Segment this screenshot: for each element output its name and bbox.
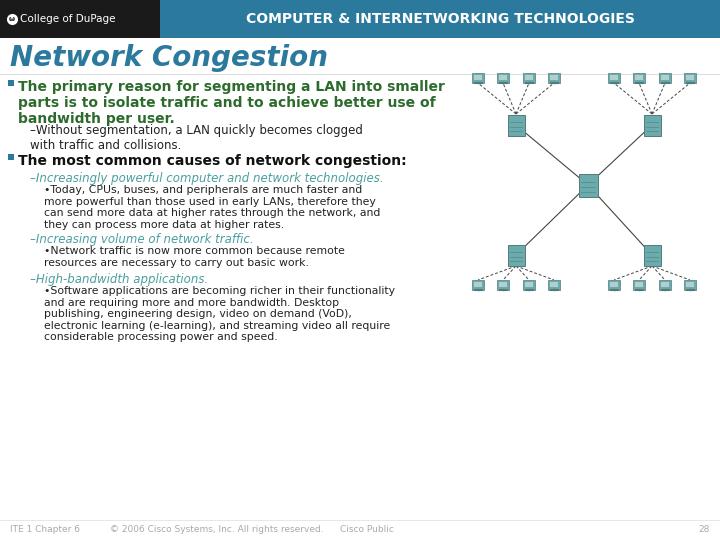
- Bar: [0, 0, 160, 38]
- FancyBboxPatch shape: [508, 245, 524, 266]
- Bar: [474, 75, 482, 80]
- FancyBboxPatch shape: [633, 280, 645, 289]
- Bar: [635, 282, 643, 287]
- FancyBboxPatch shape: [523, 73, 535, 83]
- Text: –High-bandwidth applications.: –High-bandwidth applications.: [30, 273, 208, 286]
- Bar: [0, 0, 720, 38]
- Bar: [8, 80, 14, 86]
- FancyBboxPatch shape: [578, 173, 598, 197]
- FancyBboxPatch shape: [659, 73, 671, 83]
- FancyBboxPatch shape: [508, 114, 524, 136]
- FancyBboxPatch shape: [497, 73, 509, 83]
- FancyBboxPatch shape: [644, 114, 660, 136]
- FancyBboxPatch shape: [633, 73, 645, 83]
- Text: Cisco Public: Cisco Public: [340, 524, 394, 534]
- Text: The primary reason for segmenting a LAN into smaller
parts is to isolate traffic: The primary reason for segmenting a LAN …: [18, 80, 445, 126]
- Bar: [474, 282, 482, 287]
- Text: –Without segmentation, a LAN quickly becomes clogged
with traffic and collisions: –Without segmentation, a LAN quickly bec…: [30, 124, 363, 152]
- FancyBboxPatch shape: [548, 73, 560, 83]
- Text: •Network traffic is now more common because remote
resources are necessary to ca: •Network traffic is now more common beca…: [44, 246, 345, 268]
- FancyBboxPatch shape: [659, 280, 671, 289]
- Bar: [610, 282, 618, 287]
- FancyBboxPatch shape: [548, 280, 560, 289]
- Text: •Software applications are becoming richer in their functionality
and are requir: •Software applications are becoming rich…: [44, 286, 395, 342]
- Text: –Increasingly powerful computer and network technologies.: –Increasingly powerful computer and netw…: [30, 172, 384, 185]
- FancyBboxPatch shape: [523, 280, 535, 289]
- Bar: [661, 75, 669, 80]
- Text: Network Congestion: Network Congestion: [10, 44, 328, 72]
- Text: College of DuPage: College of DuPage: [20, 14, 115, 24]
- Text: © 2006 Cisco Systems, Inc. All rights reserved.: © 2006 Cisco Systems, Inc. All rights re…: [110, 524, 323, 534]
- Text: •Today, CPUs, buses, and peripherals are much faster and
more powerful than thos: •Today, CPUs, buses, and peripherals are…: [44, 185, 380, 230]
- FancyBboxPatch shape: [684, 280, 696, 289]
- Bar: [499, 282, 507, 287]
- Text: COMPUTER & INTERNETWORKING TECHNOLOGIES: COMPUTER & INTERNETWORKING TECHNOLOGIES: [246, 12, 634, 26]
- FancyBboxPatch shape: [644, 245, 660, 266]
- Text: 28: 28: [698, 524, 710, 534]
- FancyBboxPatch shape: [497, 280, 509, 289]
- Bar: [499, 75, 507, 80]
- FancyBboxPatch shape: [472, 280, 484, 289]
- Text: ITE 1 Chapter 6: ITE 1 Chapter 6: [10, 524, 80, 534]
- Bar: [661, 282, 669, 287]
- FancyBboxPatch shape: [472, 73, 484, 83]
- Bar: [8, 154, 14, 160]
- FancyBboxPatch shape: [684, 73, 696, 83]
- Bar: [686, 282, 694, 287]
- Text: –Increasing volume of network traffic.: –Increasing volume of network traffic.: [30, 233, 253, 246]
- Bar: [525, 75, 533, 80]
- Bar: [525, 282, 533, 287]
- Bar: [610, 75, 618, 80]
- Bar: [686, 75, 694, 80]
- Bar: [550, 75, 558, 80]
- Text: ω: ω: [9, 16, 15, 22]
- Bar: [635, 75, 643, 80]
- FancyBboxPatch shape: [608, 280, 620, 289]
- FancyBboxPatch shape: [608, 73, 620, 83]
- Text: The most common causes of network congestion:: The most common causes of network conges…: [18, 154, 407, 168]
- Bar: [550, 282, 558, 287]
